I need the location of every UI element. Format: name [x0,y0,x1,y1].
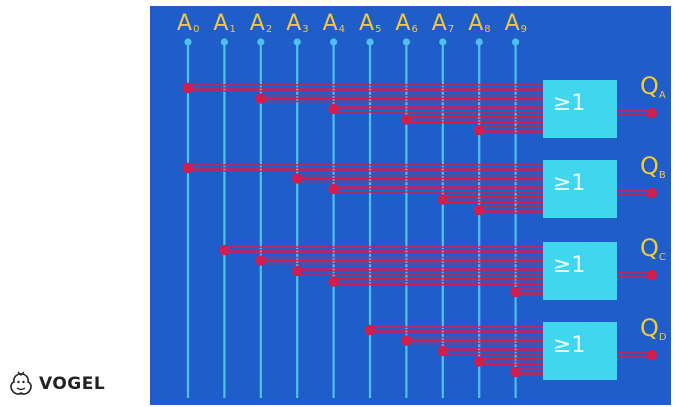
vogel-bird-icon [10,371,32,395]
gate-3-input-node-5 [364,324,376,336]
input-node-0 [184,38,192,46]
input-node-6 [402,38,410,46]
output-node-2 [646,269,658,281]
gate-1-input-node-4 [328,183,339,195]
gate-wires [182,82,658,378]
input-node-7 [439,38,447,46]
gate-0-input-node-0 [182,82,194,94]
input-node-9 [511,38,520,46]
gate-3-input-node-6 [401,335,412,346]
input-node-1 [220,38,228,46]
gate-2-input-node-1 [219,244,230,256]
gate-2-input-node-2 [255,255,266,266]
input-node-2 [257,38,265,46]
gate-3-input-node-9 [510,366,521,378]
gate-2-input-node-4 [328,276,339,287]
output-node-1 [646,187,658,199]
gate-3-input-node-7 [437,345,448,357]
gate-0-input-node-6 [401,114,412,125]
gate-1-input-node-3 [292,173,303,184]
or-gate-1 [543,160,617,218]
gate-1-input-node-7 [437,194,448,205]
or-gate-symbol-2: ≥1 [553,253,585,278]
or-gate-symbol-1: ≥1 [553,171,585,196]
or-gate-0 [543,80,617,138]
output-node-3 [646,349,658,361]
output-node-0 [646,107,658,119]
or-gate-symbol-3: ≥1 [553,333,585,358]
gate-2-input-node-9 [510,286,521,298]
input-node-5 [366,38,374,46]
gate-3-input-node-8 [474,356,485,367]
gate-1-input-node-0 [182,162,194,174]
or-gate-symbol-0: ≥1 [553,91,585,116]
input-node-3 [293,38,301,46]
gate-2-input-node-3 [292,265,303,277]
or-gates: ≥1 ≥1 ≥1 ≥1 [543,80,617,380]
input-node-8 [475,38,483,46]
gate-1-input-node-8 [474,204,485,216]
gate-0-input-node-2 [255,93,266,104]
input-node-4 [330,38,338,46]
gate-0-input-node-8 [474,124,485,136]
or-gate-3 [543,322,617,380]
publisher-logo: VOGEL [8,370,105,398]
publisher-name: VOGEL [39,374,106,394]
or-gate-2 [543,242,617,300]
gate-0-input-node-4 [328,103,339,115]
